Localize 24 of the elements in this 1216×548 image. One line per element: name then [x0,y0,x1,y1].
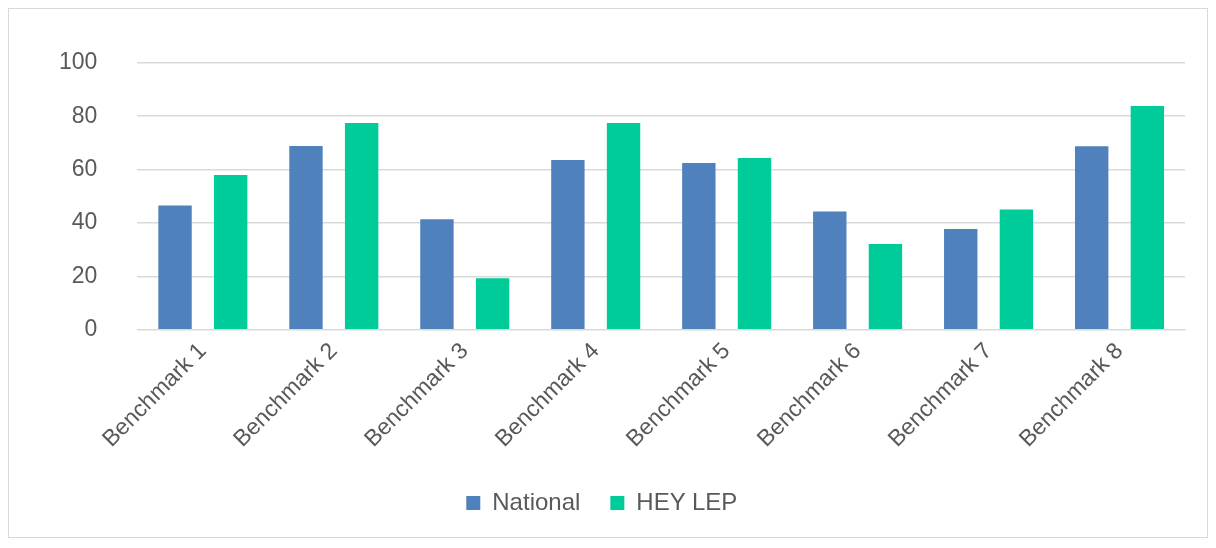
bar [737,158,772,329]
bar [475,278,510,329]
y-tick-label: 80 [71,101,98,128]
bar [999,209,1034,329]
y-tick-label: 20 [71,261,98,288]
bar [344,123,379,329]
legend-label: HEY LEP [636,487,738,515]
bar [158,205,192,329]
bar [1130,106,1165,329]
y-tick-label: 0 [84,315,98,342]
bar [1075,146,1109,329]
bar [868,244,903,329]
bar [420,219,454,329]
bar [606,123,641,329]
bar [682,162,716,329]
y-tick-label: 100 [59,48,98,75]
bar [551,159,585,329]
y-tick-label: 40 [71,208,98,235]
y-tick-label: 60 [71,154,98,181]
bar [813,211,847,329]
bar [944,229,978,329]
bar [213,174,248,329]
legend-label: National [492,487,581,515]
bar [289,146,323,329]
